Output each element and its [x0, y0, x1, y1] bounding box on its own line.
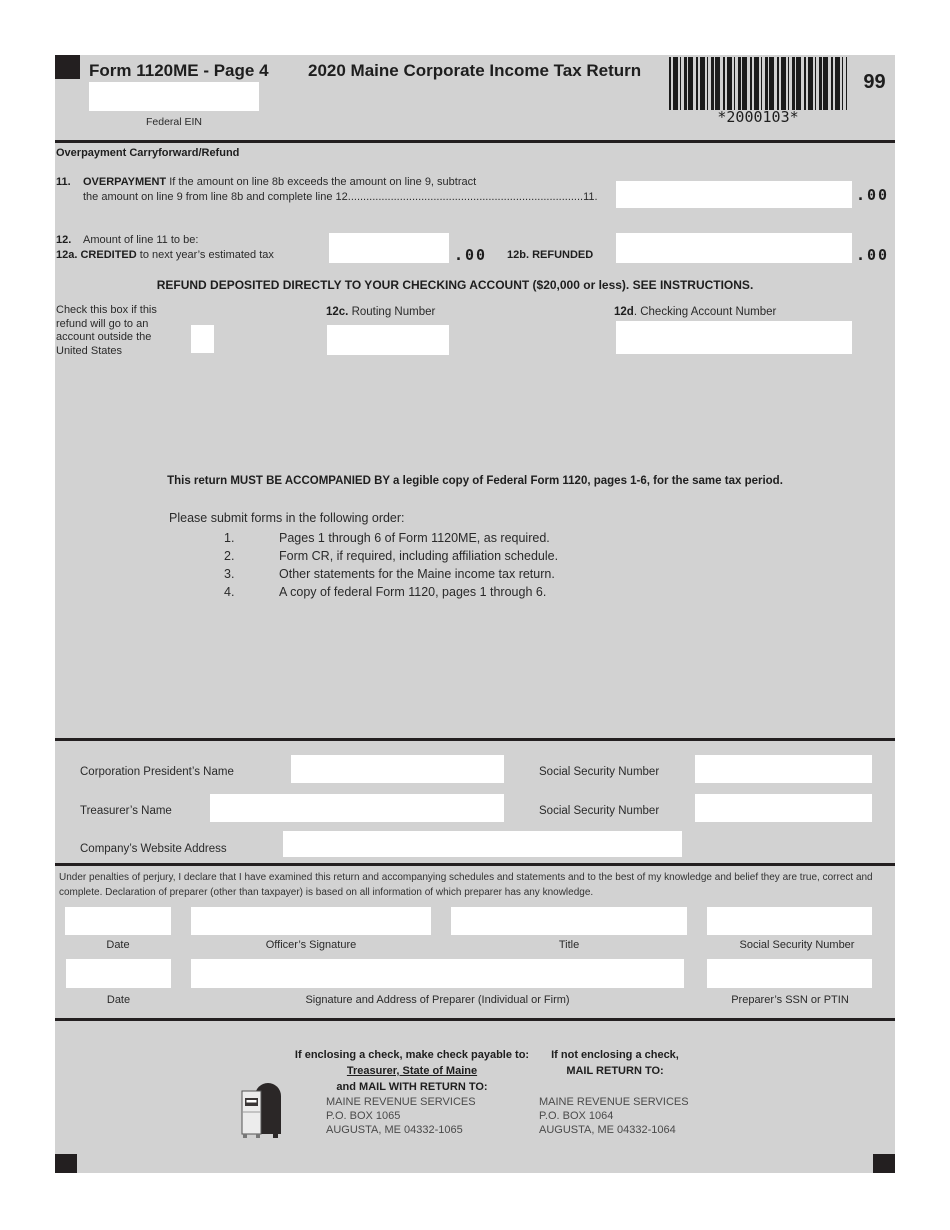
page-code: 99 — [863, 71, 886, 93]
line12a-keyword: 12a. CREDITED — [56, 249, 137, 261]
mail-with-check-addr1: MAINE REVENUE SERVICES — [326, 1096, 476, 1108]
line12-number: 12. — [56, 234, 72, 246]
list-item-number: 4. — [224, 585, 235, 599]
list-item: Form CR, if required, including affiliat… — [279, 549, 559, 563]
list-item: Pages 1 through 6 of Form 1120ME, as req… — [279, 531, 550, 545]
mailbox-icon — [239, 1081, 283, 1144]
line12d-label: . Checking Account Number — [633, 306, 777, 318]
mail-with-check-addr3: AUGUSTA, ME 04332-1065 — [326, 1124, 463, 1136]
president-ssn-field[interactable] — [695, 755, 872, 783]
section-divider — [55, 738, 895, 741]
preparer-ptin-field[interactable] — [707, 959, 872, 988]
line12b-label: 12b. REFUNDED — [507, 249, 594, 261]
preparer-date-label: Date — [106, 994, 131, 1006]
website-field[interactable] — [283, 831, 682, 857]
list-item-number: 1. — [224, 531, 235, 545]
checking-account-field[interactable] — [616, 321, 852, 354]
officer-signature-label: Officer’s Signature — [265, 939, 357, 951]
line12b-cents: .00 — [856, 246, 890, 264]
line12a-amount-field[interactable] — [329, 233, 449, 263]
preparer-signature-field[interactable] — [191, 959, 684, 988]
mail-no-check-addr2: P.O. BOX 1064 — [539, 1110, 614, 1122]
routing-number-field[interactable] — [327, 325, 449, 355]
president-name-field[interactable] — [291, 755, 504, 783]
registration-mark-top-left — [55, 55, 80, 79]
list-item: Other statements for the Maine income ta… — [279, 567, 555, 581]
treasurer-ssn-field[interactable] — [695, 794, 872, 822]
officer-title-label: Title — [558, 939, 580, 951]
line12d-number: 12d — [614, 306, 634, 318]
preparer-signature-label: Signature and Address of Preparer (Indiv… — [305, 994, 570, 1006]
section-divider — [55, 863, 895, 866]
officer-signature-field[interactable] — [191, 907, 431, 935]
treasurer-name-field[interactable] — [210, 794, 504, 822]
line11-amount-field[interactable] — [616, 181, 852, 208]
officer-date-field[interactable] — [65, 907, 171, 935]
form-title: Form 1120ME - Page 4 — [89, 61, 269, 80]
treasurer-ssn-label: Social Security Number — [539, 805, 660, 817]
barcode-icon — [669, 57, 847, 110]
mail-with-check-line1: If enclosing a check, make check payable… — [294, 1049, 530, 1061]
submit-order-intro: Please submit forms in the following ord… — [169, 511, 405, 525]
page-title: 2020 Maine Corporate Income Tax Return — [308, 61, 642, 80]
mail-with-check-line3: and MAIL WITH RETURN TO: — [336, 1081, 488, 1093]
registration-mark-bottom-right — [873, 1154, 895, 1173]
federal-ein-label: Federal EIN — [145, 116, 203, 128]
president-ssn-label: Social Security Number — [539, 766, 660, 778]
list-item: A copy of federal Form 1120, pages 1 thr… — [279, 585, 547, 599]
mail-no-check-line2: MAIL RETURN TO: — [566, 1065, 664, 1077]
officer-ssn-field[interactable] — [707, 907, 872, 935]
line11-text: If the amount on line 8b exceeds the amo… — [166, 176, 477, 188]
officer-ssn-label: Social Security Number — [739, 939, 855, 951]
mail-no-check-line1: If not enclosing a check, — [551, 1049, 679, 1061]
section-divider — [55, 140, 895, 143]
line12c-label: Routing Number — [348, 306, 436, 318]
mail-payable-to: Treasurer, State of Maine — [346, 1065, 478, 1077]
line11-text2: the amount on line 9 from line 8b and co… — [83, 191, 598, 203]
registration-mark-bottom-left — [55, 1154, 77, 1173]
mail-no-check-addr1: MAINE REVENUE SERVICES — [539, 1096, 689, 1108]
preparer-date-field[interactable] — [66, 959, 171, 988]
outside-us-checkbox[interactable] — [191, 325, 214, 353]
federal-ein-field[interactable] — [89, 82, 259, 111]
preparer-ptin-label: Preparer’s SSN or PTIN — [731, 994, 849, 1006]
line11-number: 11. — [56, 176, 71, 188]
barcode-text: *2000103* — [717, 108, 799, 126]
line12a-text: to next year’s estimated tax — [136, 249, 274, 261]
treasurer-name-label: Treasurer’s Name — [80, 805, 172, 817]
line11-keyword: OVERPAYMENT — [83, 176, 167, 188]
line12b-amount-field[interactable] — [616, 233, 852, 263]
president-name-label: Corporation President’s Name — [80, 766, 234, 778]
list-item-number: 3. — [224, 567, 235, 581]
section-divider — [55, 1018, 895, 1021]
list-item-number: 2. — [224, 549, 235, 563]
line12-text: Amount of line 11 to be: — [83, 234, 199, 246]
officer-date-label: Date — [106, 939, 130, 951]
attachment-notice: This return MUST BE ACCOMPANIED BY a leg… — [167, 475, 783, 487]
line12c-number: 12c. — [326, 306, 349, 318]
form-page: Form 1120ME - Page 4 2020 Maine Corporat… — [55, 55, 895, 1173]
perjury-declaration: Under penalties of perjury, I declare th… — [59, 872, 873, 898]
outside-us-label: Check this box if this refund will go to… — [56, 304, 157, 357]
line11-cents: .00 — [856, 186, 890, 204]
officer-title-field[interactable] — [451, 907, 687, 935]
line12a-cents: .00 — [454, 246, 488, 264]
mail-no-check-addr3: AUGUSTA, ME 04332-1064 — [539, 1124, 676, 1136]
website-label: Company’s Website Address — [80, 843, 227, 855]
mail-with-check-addr2: P.O. BOX 1065 — [326, 1110, 401, 1122]
section-header-overpayment: Overpayment Carryforward/Refund — [56, 147, 240, 159]
direct-deposit-notice: REFUND DEPOSITED DIRECTLY TO YOUR CHECKI… — [156, 278, 754, 292]
